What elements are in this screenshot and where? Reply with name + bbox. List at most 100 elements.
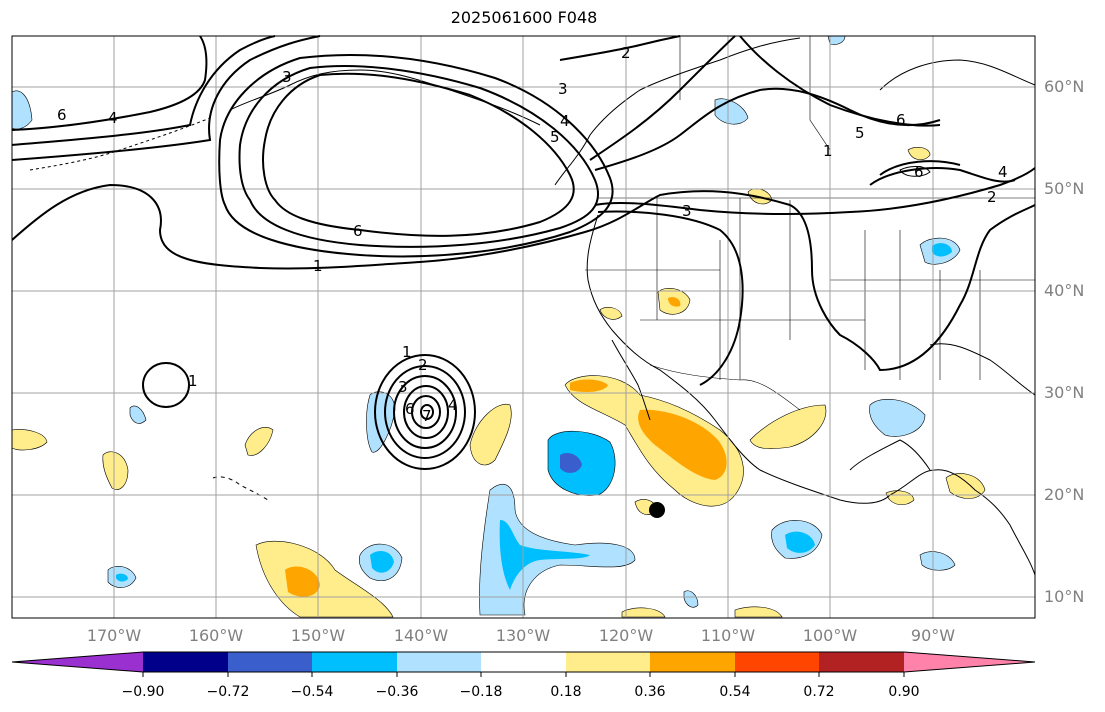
positive-anomaly-gulf <box>749 404 827 450</box>
colorbar-tick-label: 0.54 <box>719 684 751 700</box>
positive-anomaly-west-small <box>244 426 274 456</box>
location-marker <box>649 502 665 518</box>
strong-negative-central <box>560 453 582 473</box>
contour-left-2 <box>11 35 208 131</box>
contour-label: 4 <box>108 109 118 127</box>
lake <box>899 166 931 177</box>
colorbar-tick-label: 0.90 <box>888 684 920 700</box>
lon-label: 150°W <box>290 626 346 645</box>
contour-label: 6 <box>405 400 415 418</box>
contour-left-1 <box>11 35 321 161</box>
contour-label: 3 <box>398 378 408 396</box>
negative-anomaly-gulf <box>869 399 926 437</box>
contour-label: 3 <box>282 68 292 86</box>
negative-anomaly-far-sw-core <box>116 573 128 582</box>
contour-label: 6 <box>914 163 924 181</box>
positive-anomaly-canada <box>907 146 931 160</box>
contour-label: 1 <box>402 343 412 361</box>
positive-anomaly-yucatan <box>885 490 915 506</box>
colorbar-segment-8 <box>735 652 819 672</box>
hudson-bay <box>879 59 1036 91</box>
lon-label: 170°W <box>86 626 142 645</box>
contour-label-group: 6 4 3 6 1 1 2 3 4 5 1 2 3 5 6 4 2 6 1 3 … <box>57 44 1008 425</box>
colorbar-segment-1 <box>143 652 228 672</box>
contour-5-east <box>589 35 736 161</box>
colorbar-tick-label: 0.36 <box>634 684 666 700</box>
lat-label: 30°N <box>1044 383 1085 402</box>
north-america-coast <box>586 214 1036 576</box>
colorbar-segment-5 <box>481 652 566 672</box>
contour-low-ring-2 <box>384 365 466 459</box>
contour-label: 6 <box>353 222 363 240</box>
colorbar-segment-3 <box>312 652 397 672</box>
borders <box>585 36 1035 411</box>
contour-label: 5 <box>550 128 560 146</box>
positive-anomaly-california <box>599 307 623 320</box>
colorbar-segment-7 <box>650 652 735 672</box>
baja-california <box>611 339 651 421</box>
lat-label: 40°N <box>1044 281 1085 300</box>
colorbar-tick-label: −0.90 <box>121 684 165 700</box>
contour-4 <box>218 53 614 258</box>
positive-anomaly-edge <box>11 429 48 451</box>
positive-anomaly-caribbean <box>945 473 986 499</box>
colorbar-segment-6 <box>566 652 650 672</box>
gulf-coast <box>849 439 931 471</box>
contour-label: 3 <box>682 202 692 220</box>
negative-anomaly-west-core <box>370 550 394 573</box>
lon-label: 120°W <box>598 626 654 645</box>
contour-low-ring-6 <box>420 404 434 420</box>
contour-label: 1 <box>188 372 198 390</box>
colorbar-segment-10 <box>904 652 1035 672</box>
colorbar-segment-4 <box>397 652 481 672</box>
contour-low-ring-4 <box>403 385 449 439</box>
contour-1 <box>11 183 1036 372</box>
contour-6-low <box>262 72 575 237</box>
contour-circle-west <box>142 362 190 408</box>
contour-label: 1 <box>313 257 323 275</box>
contour-2-top <box>559 35 681 61</box>
lat-label: 60°N <box>1044 77 1085 96</box>
colorbar-segment-0 <box>12 652 143 672</box>
lat-label: 20°N <box>1044 485 1085 504</box>
positive-anomaly-filament <box>469 403 512 466</box>
contour-label: 2 <box>418 356 428 374</box>
lon-label: 160°W <box>188 626 244 645</box>
colorbar-tick-label: −0.18 <box>459 684 503 700</box>
contour-label: 5 <box>855 124 865 142</box>
colorbar <box>11 651 1036 677</box>
contour-6-east <box>739 35 941 127</box>
strong-positive-pacific <box>570 379 608 393</box>
colorbar-tick-label: −0.72 <box>206 684 250 700</box>
negative-anomaly-edge <box>11 90 33 130</box>
contour-label: 2 <box>987 188 997 206</box>
colorbar-tick-label: 0.18 <box>550 684 582 700</box>
negative-anomaly-south-core <box>499 520 590 590</box>
map-title: 2025061600 F048 <box>450 8 598 27</box>
positive-anomaly-far-west <box>102 451 129 490</box>
contour-label: 7 <box>422 407 432 425</box>
colorbar-segment-2 <box>228 652 312 672</box>
contour-2-east <box>594 167 1036 216</box>
negative-anomaly-epac-core <box>785 531 815 553</box>
contour-3-east <box>597 210 744 386</box>
map-frame <box>11 35 1036 619</box>
contour-6-ne <box>879 160 961 176</box>
contour-label: 4 <box>998 163 1008 181</box>
contour-label: 3 <box>558 80 568 98</box>
colorbar-tick-label: −0.36 <box>375 684 419 700</box>
strong-positive-mexico <box>638 409 727 480</box>
contour-label: 4 <box>448 396 458 414</box>
contour-label: 6 <box>896 111 906 129</box>
contour-5 <box>238 65 600 248</box>
colorbar-segment-9 <box>819 652 904 672</box>
colorbar-tick-label: 0.72 <box>803 684 835 700</box>
contour-low-east <box>869 167 1016 186</box>
negative-anomaly-central-am <box>919 551 956 571</box>
strong-positive-southwest <box>285 566 320 597</box>
lat-label: 50°N <box>1044 179 1085 198</box>
contour-label: 1 <box>823 142 833 160</box>
lon-label: 130°W <box>495 626 551 645</box>
atlantic-coast <box>929 343 1036 396</box>
contour-low-ring-1 <box>374 354 476 470</box>
